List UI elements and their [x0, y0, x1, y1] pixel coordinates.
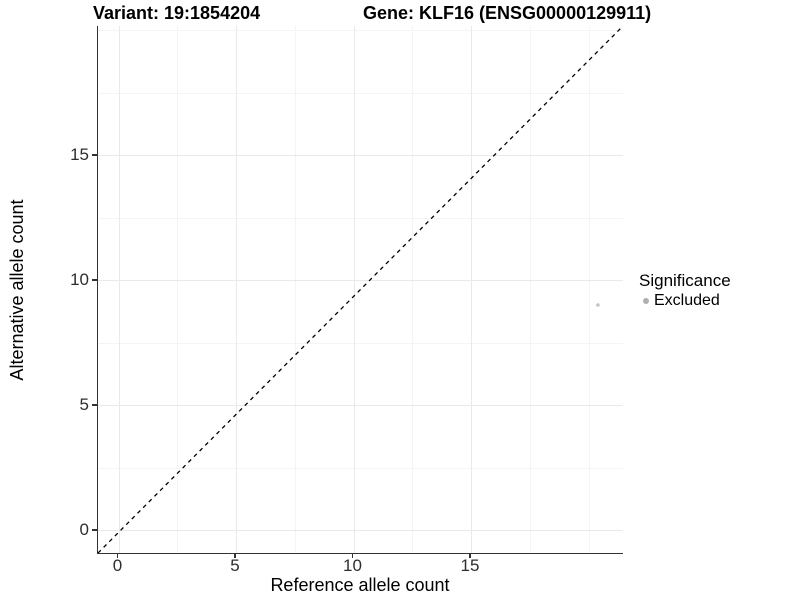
x-tick-mark — [116, 553, 119, 558]
y-major-gridline — [98, 155, 623, 156]
y-major-gridline — [98, 405, 623, 406]
plot-panel — [97, 26, 623, 554]
legend-key — [639, 293, 653, 309]
y-tick-mark — [92, 404, 97, 406]
y-tick-label: 10 — [70, 270, 89, 289]
y-axis-label: Alternative allele count — [7, 199, 27, 381]
gene-title: Gene: KLF16 (ENSG00000129911) — [363, 3, 652, 23]
identity-dashed-line — [98, 26, 623, 553]
data-point — [596, 303, 600, 307]
legend-point-icon — [643, 297, 649, 304]
x-minor-gridline — [294, 26, 296, 553]
x-tick-mark — [351, 553, 354, 558]
y-minor-gridline — [98, 92, 623, 94]
legend-title: Significance — [639, 271, 731, 290]
x-tick-label: 0 — [112, 556, 123, 575]
x-minor-gridline — [177, 26, 179, 553]
x-major-gridline — [353, 26, 355, 553]
legend-items: Excluded — [639, 291, 731, 310]
x-major-gridline — [236, 26, 237, 553]
y-minor-gridline — [98, 342, 623, 344]
y-tick-mark — [92, 154, 97, 156]
x-major-gridline — [118, 26, 120, 553]
y-tick-label: 0 — [79, 520, 89, 539]
x-tick-mark — [469, 553, 471, 558]
y-major-gridline — [98, 530, 623, 531]
x-minor-gridline — [412, 26, 414, 553]
x-tick-label: 5 — [230, 556, 240, 575]
x-minor-gridline — [529, 26, 531, 553]
x-axis-label: Reference allele count — [270, 575, 450, 595]
plot-canvas — [98, 26, 623, 553]
variant-title: Variant: 19:1854204 — [93, 3, 261, 23]
legend-item: Excluded — [639, 291, 731, 310]
y-tick-mark — [92, 279, 97, 281]
x-tick-mark — [234, 553, 236, 558]
y-major-gridline — [98, 280, 623, 281]
x-minor-gridline — [588, 26, 590, 553]
x-major-gridline — [471, 26, 472, 553]
legend: Significance Excluded — [639, 270, 731, 310]
y-tick-label: 15 — [70, 145, 89, 164]
x-tick-label: 10 — [343, 556, 362, 575]
y-tick-label: 5 — [79, 395, 89, 414]
y-tick-mark — [92, 529, 97, 531]
y-minor-gridline — [98, 217, 623, 219]
x-tick-label: 15 — [460, 556, 480, 575]
legend-item-label: Excluded — [654, 292, 720, 309]
y-minor-gridline — [98, 467, 623, 469]
y-minor-gridline — [98, 30, 623, 31]
